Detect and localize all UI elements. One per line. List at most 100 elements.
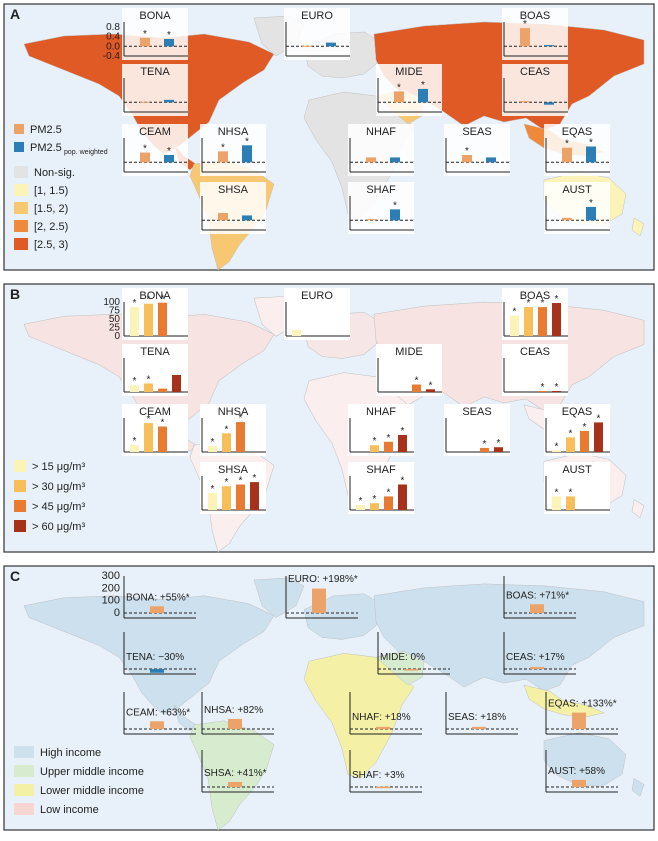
bar-boas [530, 604, 544, 614]
bar-euro-0 [302, 45, 312, 47]
inset-title: CEAM [139, 126, 171, 138]
bar-tena-1 [164, 99, 174, 103]
legend-swatch-b60 [14, 520, 26, 532]
inset-title: NHAF [366, 406, 396, 418]
legend-lowermid: Lower middle income [40, 785, 144, 797]
sig-star: * [225, 424, 229, 435]
bar-tena-0 [140, 101, 150, 103]
bar-shaf [376, 786, 390, 789]
bar-mide [404, 669, 418, 671]
inset-seas: SEAS * * [444, 404, 510, 456]
inset-title: NHSA [218, 406, 249, 418]
bar-shsa-1 [242, 215, 252, 221]
inset-eqas: EQAS* * [544, 124, 610, 176]
inset-mide: MIDE: 0% [377, 632, 450, 675]
bar-tena-3 [172, 375, 181, 392]
bar-ceas-1 [544, 102, 554, 105]
inset-eqas: EQAS * * * * [544, 404, 610, 456]
inset-title: NHSA [218, 126, 249, 138]
region-label: NHSA: +82% [204, 705, 263, 716]
sig-star: * [161, 294, 165, 305]
inset-nhsa: NHSA** [200, 124, 266, 176]
inset-title: AUST [562, 464, 592, 476]
legend-low: Low income [40, 804, 99, 816]
region-label: MIDE: 0% [380, 652, 425, 663]
bar-shaf-2 [384, 496, 393, 510]
bar-ceam-0 [140, 152, 150, 163]
bar-mide-1 [418, 88, 428, 103]
sig-star: * [401, 476, 405, 487]
legend-swatch-b45 [14, 500, 26, 512]
inset-boas: BOAS* [502, 8, 568, 60]
bar-tena-1 [144, 383, 153, 392]
bar-ceam-1 [144, 423, 153, 452]
inset-title: BONA [139, 290, 171, 302]
bar-aust-1 [566, 496, 575, 510]
sig-star: * [565, 139, 569, 150]
region-label: CEAS: +17% [506, 652, 565, 663]
inset-title: SEAS [462, 126, 491, 138]
inset-shaf: SHAF * * * * [348, 462, 414, 514]
bar-seas-1 [486, 157, 496, 163]
legend-c1: [1, 1.5) [34, 185, 68, 197]
legend-b: > 15 μg/m³ > 30 μg/m³ > 45 μg/m³ > 60 μg/m³ [14, 460, 85, 533]
sig-star: * [239, 476, 243, 487]
inset-title: BONA [139, 10, 171, 22]
bar-aust-0 [552, 496, 561, 510]
sig-star: * [415, 376, 419, 387]
legend-swatch-lowermid [14, 784, 34, 796]
bar-shsa [228, 781, 242, 788]
bar-eqas-0 [562, 147, 572, 163]
bar-euro-0 [292, 329, 301, 336]
inset-title: CEAS [520, 346, 550, 358]
bar-eqas-2 [580, 430, 589, 452]
bar-bona-1 [144, 303, 153, 336]
sig-star: * [497, 438, 501, 449]
sig-star: * [133, 298, 137, 309]
sig-star: * [147, 295, 151, 306]
sig-star: * [541, 298, 545, 309]
y-tick: 75 [109, 306, 121, 317]
inset-ceas: CEAS * * [502, 344, 568, 396]
inset-nhaf: NHAF * * * [348, 404, 414, 456]
y-tick: 200 [102, 582, 120, 594]
sig-star: * [133, 436, 137, 447]
bar-mide-0 [394, 91, 404, 103]
y-tick: 50 [109, 314, 121, 325]
bar-boas-0 [520, 28, 530, 47]
sig-star: * [555, 294, 559, 305]
inset-title: TENA [140, 66, 170, 78]
sig-star: * [523, 19, 527, 30]
region-label: SHSA: +41%* [204, 768, 267, 779]
bar-tena-2 [158, 388, 167, 392]
bar-seas-0 [462, 155, 472, 163]
inset-shsa: SHSA: +41%* [201, 750, 274, 793]
inset-title: AUST [562, 184, 592, 196]
panel-label: B [10, 286, 20, 302]
bar-shaf-0 [356, 504, 365, 510]
sig-star: * [483, 439, 487, 450]
inset-ceam: CEAM: +63%* [123, 692, 196, 735]
sig-star: * [429, 380, 433, 391]
sig-star: * [541, 382, 545, 393]
inset-euro: EURO [284, 288, 350, 340]
y-tick: 100 [103, 297, 120, 308]
inset-ceas: CEAS [502, 64, 568, 116]
bar-nhsa-0 [208, 445, 217, 452]
legend-swatch-nonsig [14, 166, 28, 178]
inset-seas: SEAS: +18% [445, 692, 518, 735]
inset-shaf: SHAF * [348, 182, 414, 234]
bar-nhsa-2 [236, 422, 245, 452]
inset-title: MIDE [395, 346, 423, 358]
sig-star: * [597, 413, 601, 424]
inset-bona: BONA * * 0.80.40.0-0.4 [103, 8, 188, 62]
bar-nhaf-2 [384, 441, 393, 452]
legend-uppermid: Upper middle income [40, 766, 144, 778]
inset-nhaf: NHAF [348, 124, 414, 176]
inset-nhaf: NHAF: +18% [349, 692, 422, 735]
